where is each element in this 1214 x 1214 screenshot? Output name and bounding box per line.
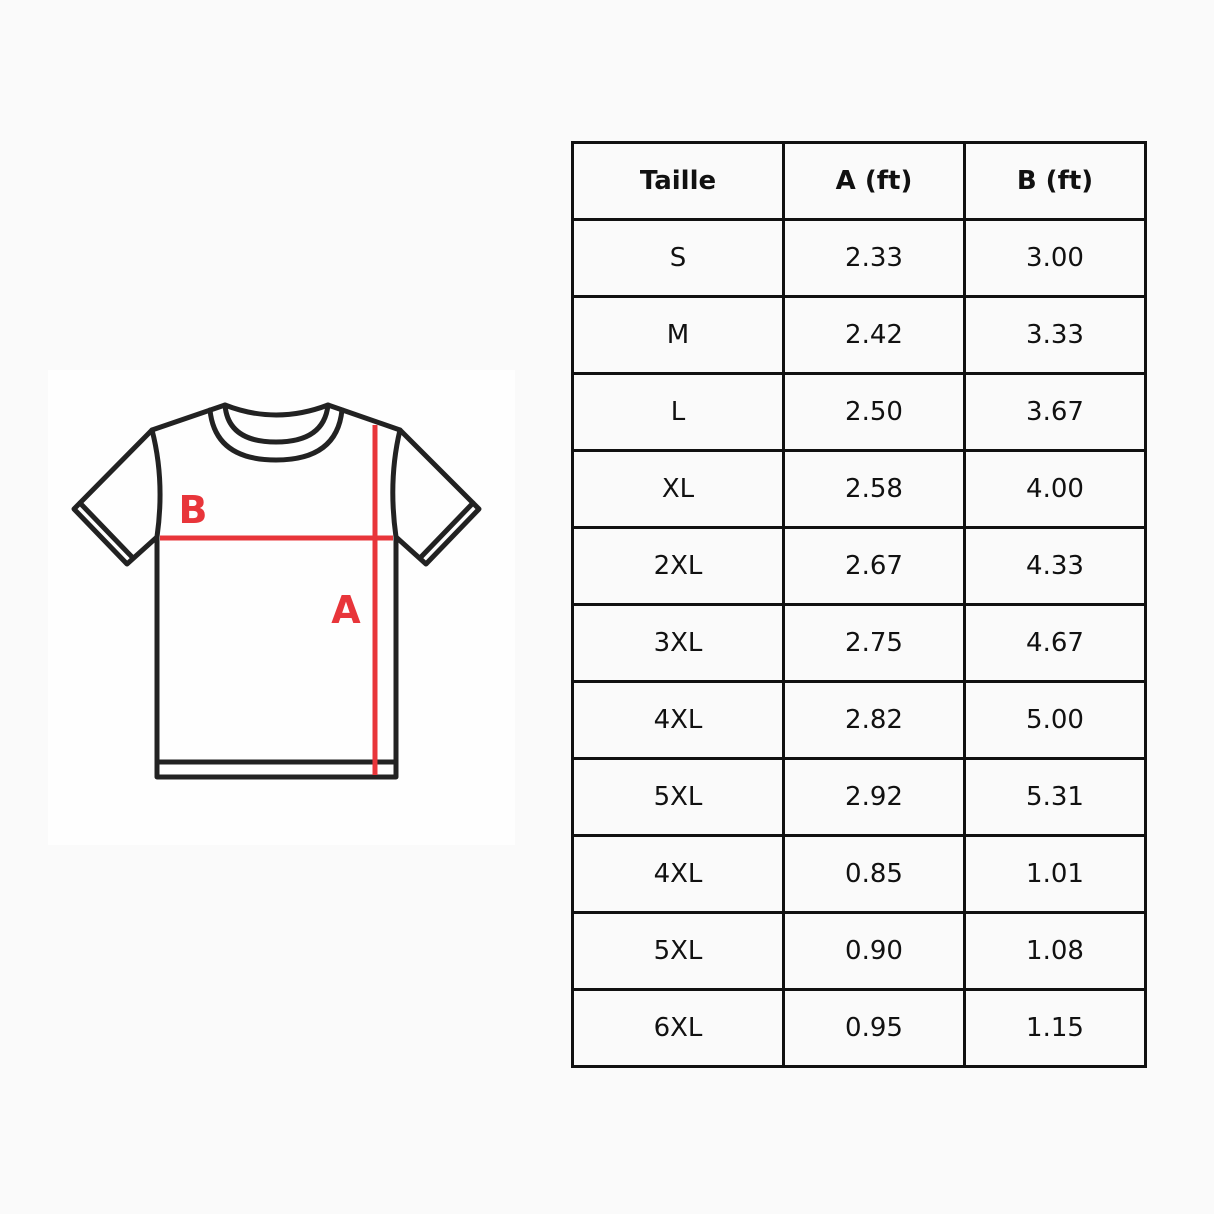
table-row: XL 2.58 4.00 [571, 449, 1147, 529]
table-row: M 2.42 3.33 [571, 295, 1147, 375]
cell-size: L [571, 372, 785, 452]
cell-a: 2.42 [782, 295, 966, 375]
cell-size: 6XL [571, 988, 785, 1068]
left-armhole [149, 427, 163, 540]
table-row: 4XL 0.85 1.01 [571, 834, 1147, 914]
cell-size: S [571, 218, 785, 298]
cell-b: 3.33 [963, 295, 1147, 375]
header-size: Taille [571, 141, 785, 221]
right-armhole [390, 427, 403, 540]
right-sleeve-hem [418, 500, 476, 560]
cell-b: 3.00 [963, 218, 1147, 298]
cell-b: 4.00 [963, 449, 1147, 529]
cell-size: 4XL [571, 834, 785, 914]
cell-b: 4.33 [963, 526, 1147, 606]
header-a: A (ft) [782, 141, 966, 221]
cell-size: 3XL [571, 603, 785, 683]
cell-b: 1.01 [963, 834, 1147, 914]
cell-b: 3.67 [963, 372, 1147, 452]
left-sleeve-hem [77, 500, 135, 560]
label-b: B [179, 488, 208, 532]
collar [207, 407, 345, 463]
cell-size: XL [571, 449, 785, 529]
cell-a: 2.82 [782, 680, 966, 760]
table-row: 5XL 0.90 1.08 [571, 911, 1147, 991]
cell-a: 0.90 [782, 911, 966, 991]
table-row: 2XL 2.67 4.33 [571, 526, 1147, 606]
cell-size: 5XL [571, 757, 785, 837]
cell-size: 2XL [571, 526, 785, 606]
table-row: 3XL 2.75 4.67 [571, 603, 1147, 683]
cell-b: 5.31 [963, 757, 1147, 837]
cell-a: 0.95 [782, 988, 966, 1068]
cell-a: 2.58 [782, 449, 966, 529]
cell-size: 4XL [571, 680, 785, 760]
header-b: B (ft) [963, 141, 1147, 221]
cell-b: 5.00 [963, 680, 1147, 760]
tshirt-diagram: B A [48, 370, 515, 845]
cell-a: 0.85 [782, 834, 966, 914]
table-row: 4XL 2.82 5.00 [571, 680, 1147, 760]
table-row: S 2.33 3.00 [571, 218, 1147, 298]
table-row: 6XL 0.95 1.15 [571, 988, 1147, 1068]
cell-a: 2.75 [782, 603, 966, 683]
label-a: A [331, 588, 361, 632]
table-row: 5XL 2.92 5.31 [571, 757, 1147, 837]
table-row: L 2.50 3.67 [571, 372, 1147, 452]
collar-inner [222, 402, 331, 445]
cell-a: 2.67 [782, 526, 966, 606]
cell-a: 2.92 [782, 757, 966, 837]
cell-b: 1.08 [963, 911, 1147, 991]
cell-a: 2.50 [782, 372, 966, 452]
cell-size: 5XL [571, 911, 785, 991]
tshirt-icon: B A [71, 402, 482, 780]
cell-b: 4.67 [963, 603, 1147, 683]
header-row: Taille A (ft) B (ft) [571, 141, 1147, 221]
cell-size: M [571, 295, 785, 375]
cell-b: 1.15 [963, 988, 1147, 1068]
cell-a: 2.33 [782, 218, 966, 298]
size-chart-table: Taille A (ft) B (ft) S 2.33 3.00 M 2.42 3.33 L… [571, 141, 1147, 1068]
